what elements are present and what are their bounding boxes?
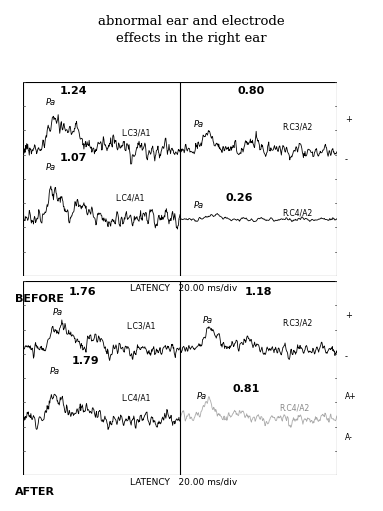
Text: LATENCY   20.00 ms/div: LATENCY 20.00 ms/div (130, 284, 237, 293)
Text: 0.80: 0.80 (237, 86, 264, 96)
Text: Pa: Pa (52, 308, 62, 317)
Text: 1.24: 1.24 (59, 86, 87, 96)
Text: LATENCY   20.00 ms/div: LATENCY 20.00 ms/div (130, 478, 237, 487)
Text: Pa: Pa (49, 367, 59, 377)
Text: Pa: Pa (197, 392, 207, 402)
Text: -: - (345, 352, 348, 361)
Text: 1.18: 1.18 (245, 287, 272, 297)
Text: L.C4/A1: L.C4/A1 (115, 193, 144, 202)
Text: R.C3/A2: R.C3/A2 (283, 123, 313, 132)
Text: Pa: Pa (46, 164, 56, 172)
Text: L.C3/A1: L.C3/A1 (126, 322, 155, 331)
Text: A+: A+ (345, 392, 357, 402)
Text: Pa: Pa (46, 98, 56, 107)
Text: 0.81: 0.81 (232, 384, 260, 394)
Text: A-: A- (345, 433, 353, 442)
Text: 1.79: 1.79 (72, 356, 100, 366)
Text: -: - (345, 155, 348, 165)
Text: 1.76: 1.76 (69, 287, 97, 297)
Text: Pa: Pa (194, 120, 204, 129)
Text: Pa: Pa (194, 201, 204, 210)
Text: abnormal ear and electrode
effects in the right ear: abnormal ear and electrode effects in th… (98, 15, 285, 45)
Text: Pa: Pa (203, 316, 213, 324)
Text: BEFORE: BEFORE (15, 294, 64, 304)
Text: +: + (345, 115, 352, 124)
Text: R.C4/A2: R.C4/A2 (283, 209, 313, 218)
Text: 1.07: 1.07 (59, 153, 87, 164)
Text: L.C3/A1: L.C3/A1 (121, 129, 151, 138)
Text: +: + (345, 311, 352, 320)
Text: L.C4/A1: L.C4/A1 (121, 394, 151, 403)
Text: R.C3/A2: R.C3/A2 (283, 319, 313, 328)
Text: 0.26: 0.26 (226, 193, 254, 203)
Text: AFTER: AFTER (15, 486, 55, 497)
Text: R.C4/A2: R.C4/A2 (280, 403, 310, 412)
